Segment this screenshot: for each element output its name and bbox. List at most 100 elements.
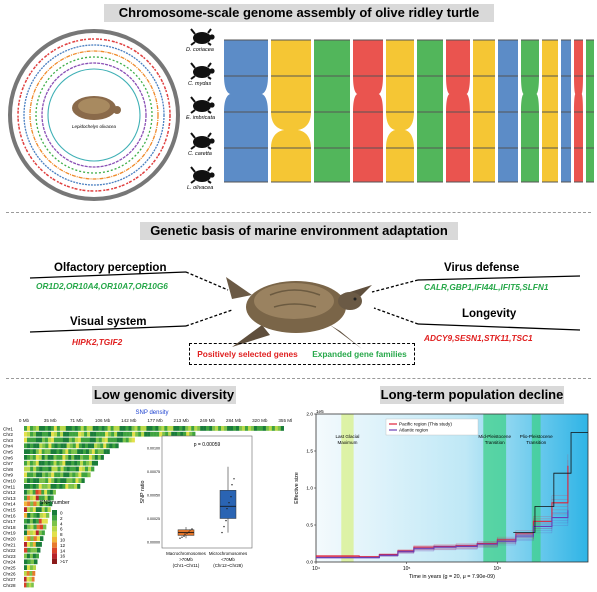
synteny-block-12 (561, 39, 571, 183)
boxplot-frame (161, 435, 253, 549)
boxplot-p-value: p = 0.00059 (194, 442, 221, 448)
chromosome-label-10: Chr10 (3, 479, 16, 484)
turtle-silhouette-icon (190, 96, 215, 114)
chromosome-bar-7 (24, 460, 99, 466)
synteny-block-10 (521, 39, 539, 183)
snp-axis-tick-7: 249 Mb (200, 418, 216, 423)
psmc-bootstrap-outline (513, 432, 588, 533)
chromosome-bar-14 (24, 501, 53, 507)
chromosome-bar-4 (24, 443, 119, 449)
chromosome-label-19: Chr19 (3, 531, 16, 536)
turtle-silhouette-icon (190, 28, 215, 46)
chromosome-label-8: Chr8 (3, 467, 13, 472)
chromosome-label-2: Chr2 (3, 432, 13, 437)
chromosome-bar-11 (24, 484, 81, 489)
trait-longevity: Longevity (462, 308, 517, 320)
chromosome-bar-23 (24, 553, 39, 559)
psmc-ytick-0: 0.0 (306, 560, 313, 566)
synteny-block-9 (498, 39, 518, 183)
boxplot-ytick-3: 0.00075 (147, 470, 160, 474)
chromosome-label-6: Chr6 (3, 455, 13, 460)
chromosome-bar-24 (24, 559, 38, 565)
snp-axis-tick-2: 71 Mb (70, 418, 83, 423)
period-band-1 (483, 414, 507, 562)
chromosome-bar-10 (24, 478, 85, 483)
psmc-ytick-4: 2.0 (306, 412, 313, 418)
snp-axis-tick-10: 355 Mb (278, 418, 292, 423)
period-band-0 (341, 414, 354, 562)
chromosome-label-23: Chr23 (3, 554, 16, 559)
circos-ring-orange (29, 50, 159, 180)
boxplot-group-label-1-1: <70Mb (221, 557, 235, 562)
boxplot-point (188, 531, 190, 533)
psmc-legend-label-0: Pacific region (This study) (399, 422, 452, 427)
boxplot-box-1 (219, 466, 237, 534)
chromosome-bar-27 (24, 576, 35, 582)
species-label-2: E. imbricata (186, 115, 216, 121)
snp-legend-swatch-0 (52, 510, 57, 516)
snp-legend-label-2: 4 (60, 521, 63, 526)
chromosome-bar-17 (24, 518, 48, 524)
synteny-block-14 (586, 39, 594, 183)
chromosome-bar-15 (24, 507, 51, 512)
chromosome-bar-16 (24, 513, 50, 518)
boxplot-point (186, 532, 188, 534)
snp-legend-swatch-8 (52, 553, 57, 559)
boxplot-point (181, 536, 183, 538)
snp-legend-label-5: 10 (60, 538, 66, 543)
period-label-0-0: Last Glacial (335, 434, 359, 439)
snp-density-plot: SNP density 0 Mb 35 Mb 71 Mb 106 Mb 142 Mb 177… (3, 410, 292, 588)
trait-visual: Visual system (70, 316, 147, 328)
snp-legend-label-9: >17 (60, 559, 68, 564)
species-label-4: L. olivacea (187, 185, 214, 191)
chromosome-label-11: Chr11 (3, 484, 16, 489)
chromosome-label-21: Chr21 (3, 542, 16, 547)
boxplot-point (226, 507, 228, 510)
psmc-xtick-0: 10⁴ (312, 566, 320, 572)
chromosome-label-26: Chr26 (3, 571, 16, 576)
trait-virus-defense: Virus defense (444, 262, 520, 274)
chromosome-label-28: Chr28 (3, 583, 16, 588)
chromosome-bar-19 (24, 530, 45, 536)
chromosome-label-5: Chr5 (3, 450, 13, 455)
chromosome-bar-6 (24, 455, 104, 460)
chromosome-label-18: Chr18 (3, 525, 16, 530)
boxplot-group-label-0-1: >70Mb (179, 557, 193, 562)
circos-ring-blue (23, 44, 165, 186)
chromosome-bar-9 (24, 472, 91, 478)
boxplot-group-label-1-2: (Chr12~Chr28) (213, 563, 243, 568)
boxplot-group-label-1-0: Microchromosomes (209, 551, 248, 556)
boxplot-point (221, 531, 223, 534)
chromosome-bar-22 (24, 547, 41, 553)
boxplot-point (228, 501, 230, 504)
psmc-y-exponent: 1e5 (316, 409, 324, 414)
chromosome-bar-8 (24, 466, 95, 472)
synteny-block-6 (417, 39, 443, 183)
snp-axis-tick-3: 106 Mb (95, 418, 111, 423)
psmc-background (316, 414, 588, 562)
psmc-xlabel: Time in years (g = 20, μ = 7.90e-09) (409, 574, 495, 580)
circos-plot: Lepidochelys olivacea (8, 29, 180, 201)
chromosome-bar-2 (24, 431, 196, 437)
snp-legend-swatch-1 (52, 515, 57, 521)
psmc-legend-label-1: Atlantic region (399, 428, 429, 433)
boxplot-ylabel: SNP ratio (140, 481, 146, 504)
olive-ridley-turtle-image (226, 277, 372, 349)
chromosome-label-16: Chr16 (3, 513, 16, 518)
snp-legend-swatch-5 (52, 537, 57, 543)
psmc-series-1 (316, 503, 569, 559)
snp-legend-label-4: 8 (60, 532, 63, 537)
circos-ring-purple (41, 62, 147, 168)
snp-axis-tick-1: 35 Mb (44, 418, 57, 423)
snp-axis-tick-8: 284 Mb (226, 418, 242, 423)
boxplot-ytick-2: 0.00050 (147, 494, 160, 498)
psmc-plot: Last GlacialMaximumMid-PleistoceneTransi… (294, 409, 589, 580)
species-label-1: C. mydas (188, 81, 212, 87)
snp-legend-title: SNP number (40, 500, 70, 506)
middle-panel-title: Genetic basis of marine environment adap… (140, 222, 458, 240)
boxplot-ytick-1: 0.00025 (147, 517, 160, 521)
psmc-ytick-1: 0.5 (306, 523, 313, 529)
snp-legend-label-3: 6 (60, 527, 63, 532)
circos-ring-red (17, 38, 171, 192)
psmc-ytick-3: 1.5 (306, 449, 313, 455)
